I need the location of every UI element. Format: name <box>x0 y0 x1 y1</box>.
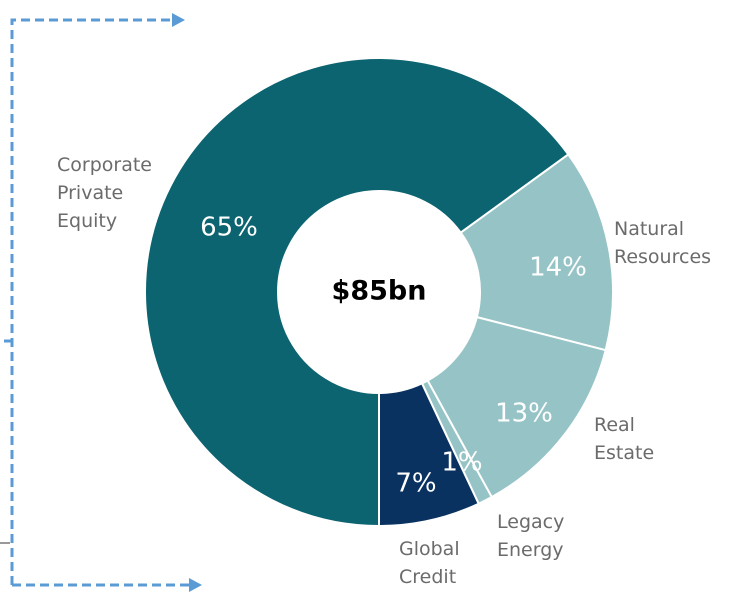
value-label: 13% <box>495 399 553 429</box>
donut-slice <box>426 315 607 499</box>
value-label: 7% <box>395 469 436 499</box>
arrow-head <box>172 13 185 27</box>
value-label: 65% <box>200 213 258 243</box>
bracket-line <box>10 18 172 585</box>
category-label: Corporate Private Equity <box>57 154 152 232</box>
arrow-head <box>189 578 202 592</box>
category-label: Natural Resources <box>614 218 712 268</box>
donut-slice <box>459 153 614 352</box>
donut-slice <box>378 382 480 528</box>
category-label: Global Credit <box>399 538 460 588</box>
donut-slice <box>144 57 570 528</box>
category-label: Legacy Energy <box>497 511 565 561</box>
value-label: 14% <box>529 253 587 283</box>
value-label: 1% <box>441 448 482 478</box>
category-label: Real Estate <box>594 414 655 464</box>
bracket <box>10 18 190 587</box>
center-label: $85bn <box>332 276 427 307</box>
